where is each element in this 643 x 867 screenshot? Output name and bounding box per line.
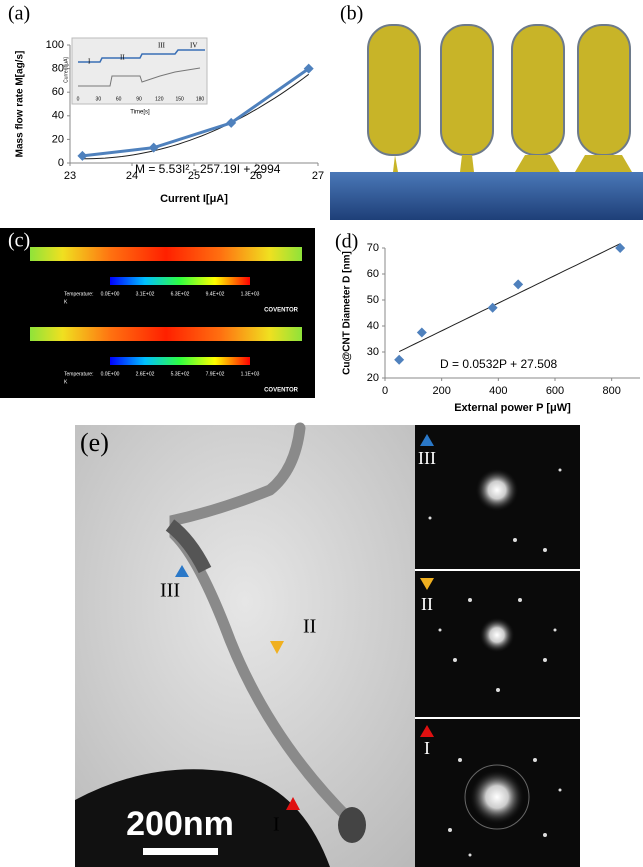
colorbar-tick-label: 1.1E+03 — [241, 371, 260, 377]
y-axis-label: Mass flow rate M[ag/s] — [15, 51, 26, 158]
nanotubes — [368, 25, 630, 155]
site-label: I — [424, 738, 430, 758]
scale-bar — [143, 848, 218, 855]
colorbar-tick-label: 7.9E+02 — [206, 371, 225, 377]
colorbar-tick-label: 1.3E+03 — [241, 291, 260, 297]
scale-bar-label: 200nm — [126, 805, 234, 843]
y-tick-label: 20 — [52, 133, 64, 145]
y-tick-label: 70 — [367, 242, 379, 254]
colorbar-tick-label: 6.3E+02 — [171, 291, 190, 297]
inset-stage: III — [158, 42, 166, 50]
x-tick-label: 400 — [489, 385, 507, 397]
inset-tick-label: 120 — [155, 96, 164, 102]
y-tick-label: 40 — [52, 110, 64, 122]
inset-tick-label: 60 — [116, 96, 122, 102]
panel-label: (c) — [8, 230, 30, 252]
site-label: II — [421, 594, 433, 614]
site-label: III — [160, 580, 180, 602]
x-tick-label: 200 — [432, 385, 450, 397]
colorbar-tick-label: 5.3E+02 — [171, 371, 190, 377]
x-tick-label: 600 — [546, 385, 564, 397]
inset-y-label: Current[μA] — [63, 57, 69, 83]
site-label: II — [303, 616, 316, 638]
inset-tick-label: 30 — [96, 96, 102, 102]
x-axis-label: External power P [μW] — [454, 402, 571, 414]
y-tick-label: 60 — [52, 86, 64, 98]
heat-bar — [30, 247, 302, 261]
colorbar-tick-label: 0.0E+00 — [101, 291, 120, 297]
inset-stage: II — [120, 54, 125, 62]
nanowire-tip — [338, 807, 366, 843]
panel-label: (d) — [335, 231, 358, 253]
y-tick-label: 80 — [52, 63, 64, 75]
substrate — [330, 172, 643, 220]
colorbar-title: Temperature: — [64, 291, 93, 297]
brand: COVENTOR — [264, 388, 299, 394]
data-point — [417, 328, 427, 338]
inset-tick-label: 150 — [175, 96, 184, 102]
data-point — [513, 279, 523, 289]
inset-stage: IV — [190, 42, 197, 50]
heat-bar — [30, 327, 302, 341]
x-tick-label: 23 — [64, 170, 76, 182]
figure: (a) (b) (c) (d) (e) 200nm III II I — [0, 0, 643, 867]
y-tick-label: 50 — [367, 294, 379, 306]
color-bar — [110, 277, 250, 285]
y-tick-label: 60 — [367, 268, 379, 280]
site-label: I — [273, 814, 280, 836]
y-axis-label: Cu@CNT Diameter D [nm] — [342, 251, 353, 375]
fit-equation: M = 5.53I² - 257.19I + 2994 — [135, 162, 281, 176]
colorbar-tick-label: 0.0E+00 — [101, 371, 120, 377]
panel-label: (a) — [8, 3, 30, 25]
colorbar-tick-label: 3.1E+02 — [136, 291, 155, 297]
fit-curve — [399, 244, 620, 352]
data-point — [615, 243, 625, 253]
y-tick-label: 40 — [367, 320, 379, 332]
brand: COVENTOR — [264, 308, 299, 314]
panel-label: (e) — [80, 428, 109, 457]
fit-equation: D = 0.0532P + 27.508 — [440, 357, 558, 371]
x-tick-label: 27 — [312, 170, 324, 182]
panel-label: (b) — [340, 3, 363, 25]
y-tick-label: 100 — [46, 39, 64, 51]
x-tick-label: 0 — [382, 385, 388, 397]
colorbar-tick-label: 9.4E+02 — [206, 291, 225, 297]
inset-tick-label: 90 — [136, 96, 142, 102]
copper-junctions — [393, 155, 632, 172]
inset — [72, 38, 207, 104]
x-tick-label: 800 — [602, 385, 620, 397]
inset-x-label: Time[s] — [130, 110, 150, 116]
inset-tick-label: 180 — [196, 96, 205, 102]
data-point — [394, 355, 404, 365]
diffraction-panels — [415, 425, 580, 867]
x-axis-label: Current I[μA] — [160, 193, 228, 205]
y-tick-label: 30 — [367, 346, 379, 358]
inset-tick-label: 0 — [77, 96, 80, 102]
colorbar-tick-label: 2.6E+02 — [136, 371, 155, 377]
data-point — [77, 151, 87, 161]
y-tick-label: 20 — [367, 372, 379, 384]
colorbar-title: Temperature: — [64, 371, 93, 377]
color-bar — [110, 357, 250, 365]
site-label: III — [418, 448, 436, 468]
y-tick-label: 0 — [58, 157, 64, 169]
